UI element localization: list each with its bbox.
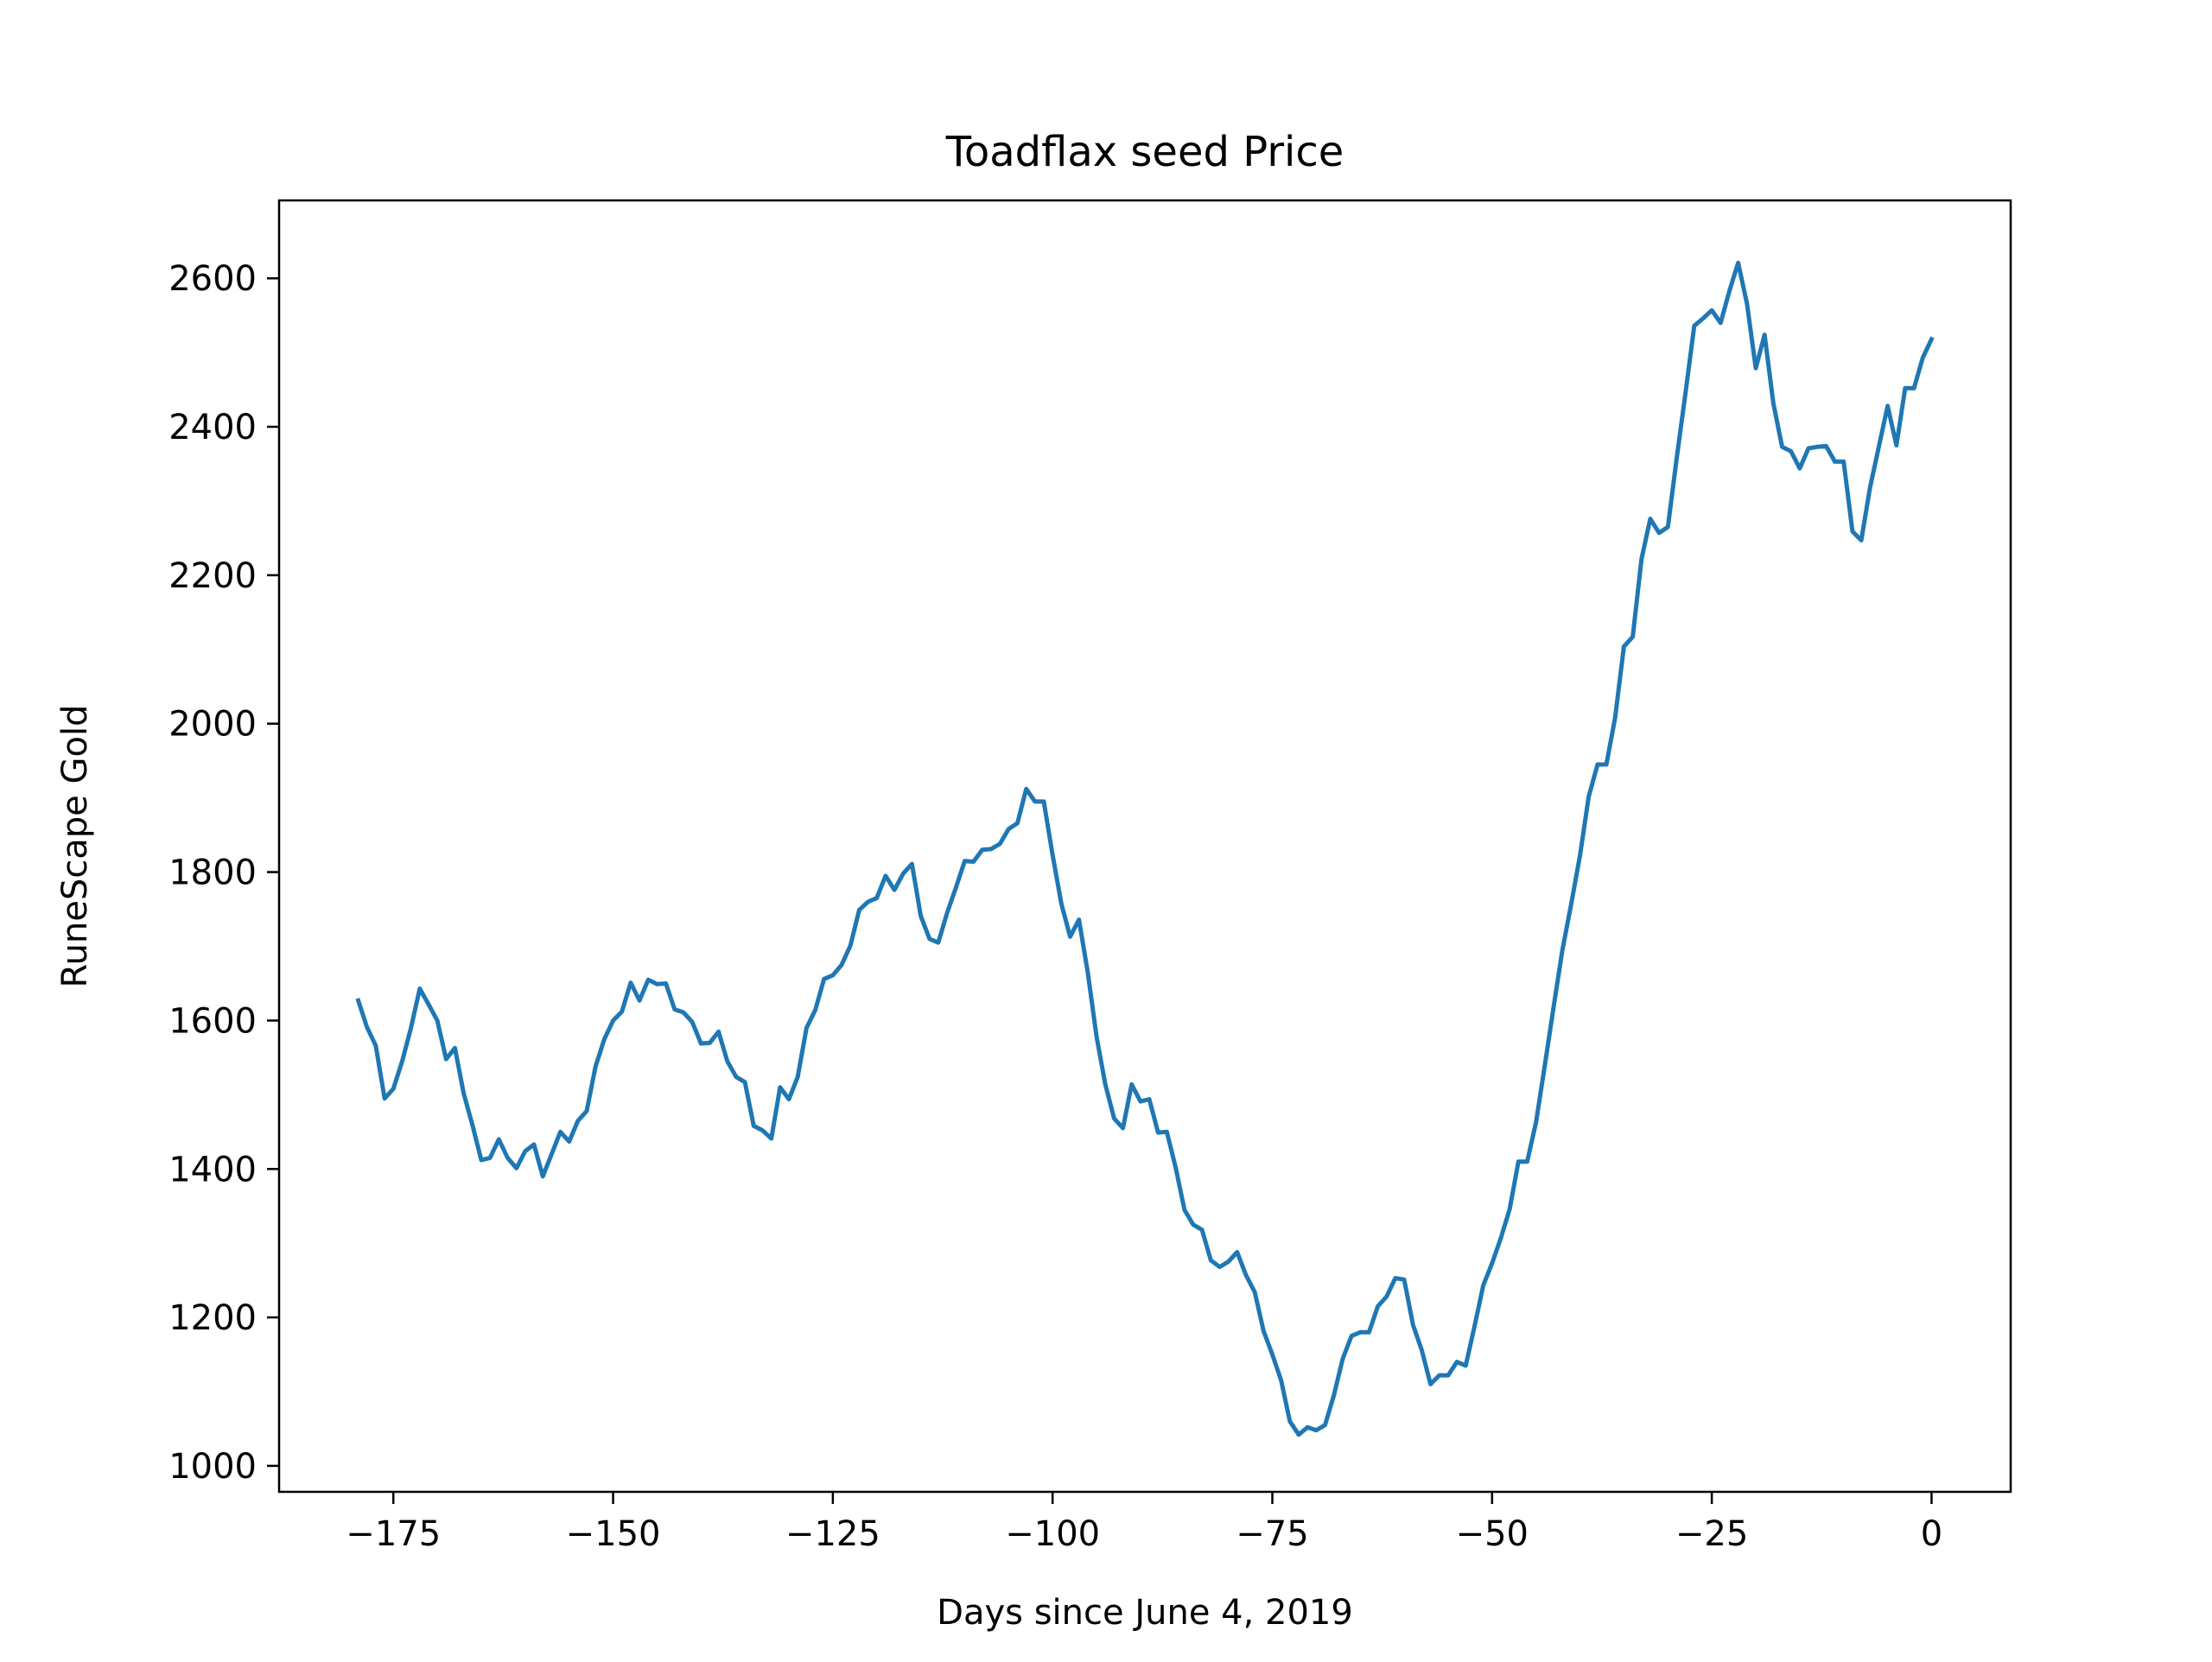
x-tick-label: −75 bbox=[1236, 1514, 1308, 1554]
series-layer bbox=[355, 260, 1935, 1437]
y-tick-label: 1600 bbox=[168, 1001, 257, 1041]
chart-title: Toadflax seed Price bbox=[945, 128, 1344, 176]
y-tick-label: 1800 bbox=[168, 853, 257, 893]
x-tick-label: −125 bbox=[785, 1514, 880, 1554]
y-tick-label: 2600 bbox=[168, 259, 257, 299]
y-axis-label: RuneScape Gold bbox=[55, 705, 95, 988]
y-axis-ticks: 1000 1200 1400 1600 1800 2000 2200 2400 2600 bbox=[168, 259, 279, 1487]
y-tick-label: 2000 bbox=[168, 705, 257, 745]
y-tick-label: 2400 bbox=[168, 408, 257, 447]
y-tick-label: 2200 bbox=[168, 556, 257, 596]
x-tick-label: −100 bbox=[1005, 1514, 1100, 1554]
x-tick-label: −25 bbox=[1675, 1514, 1748, 1554]
x-tick-label: 0 bbox=[1921, 1514, 1942, 1554]
y-tick-label: 1000 bbox=[168, 1447, 257, 1487]
y-tick-label: 1200 bbox=[168, 1298, 257, 1338]
x-tick-label: −175 bbox=[346, 1514, 441, 1554]
x-tick-label: −150 bbox=[566, 1514, 661, 1554]
axes-frame bbox=[277, 199, 2012, 1494]
x-tick-label: −50 bbox=[1456, 1514, 1529, 1554]
y-tick-label: 1400 bbox=[168, 1150, 257, 1189]
series-line-0 bbox=[355, 260, 1935, 1437]
x-axis-ticks: −175 −150 −125 −100 −75 −50 −25 0 bbox=[346, 1492, 1942, 1554]
x-axis-label: Days since June 4, 2019 bbox=[937, 1593, 1353, 1633]
